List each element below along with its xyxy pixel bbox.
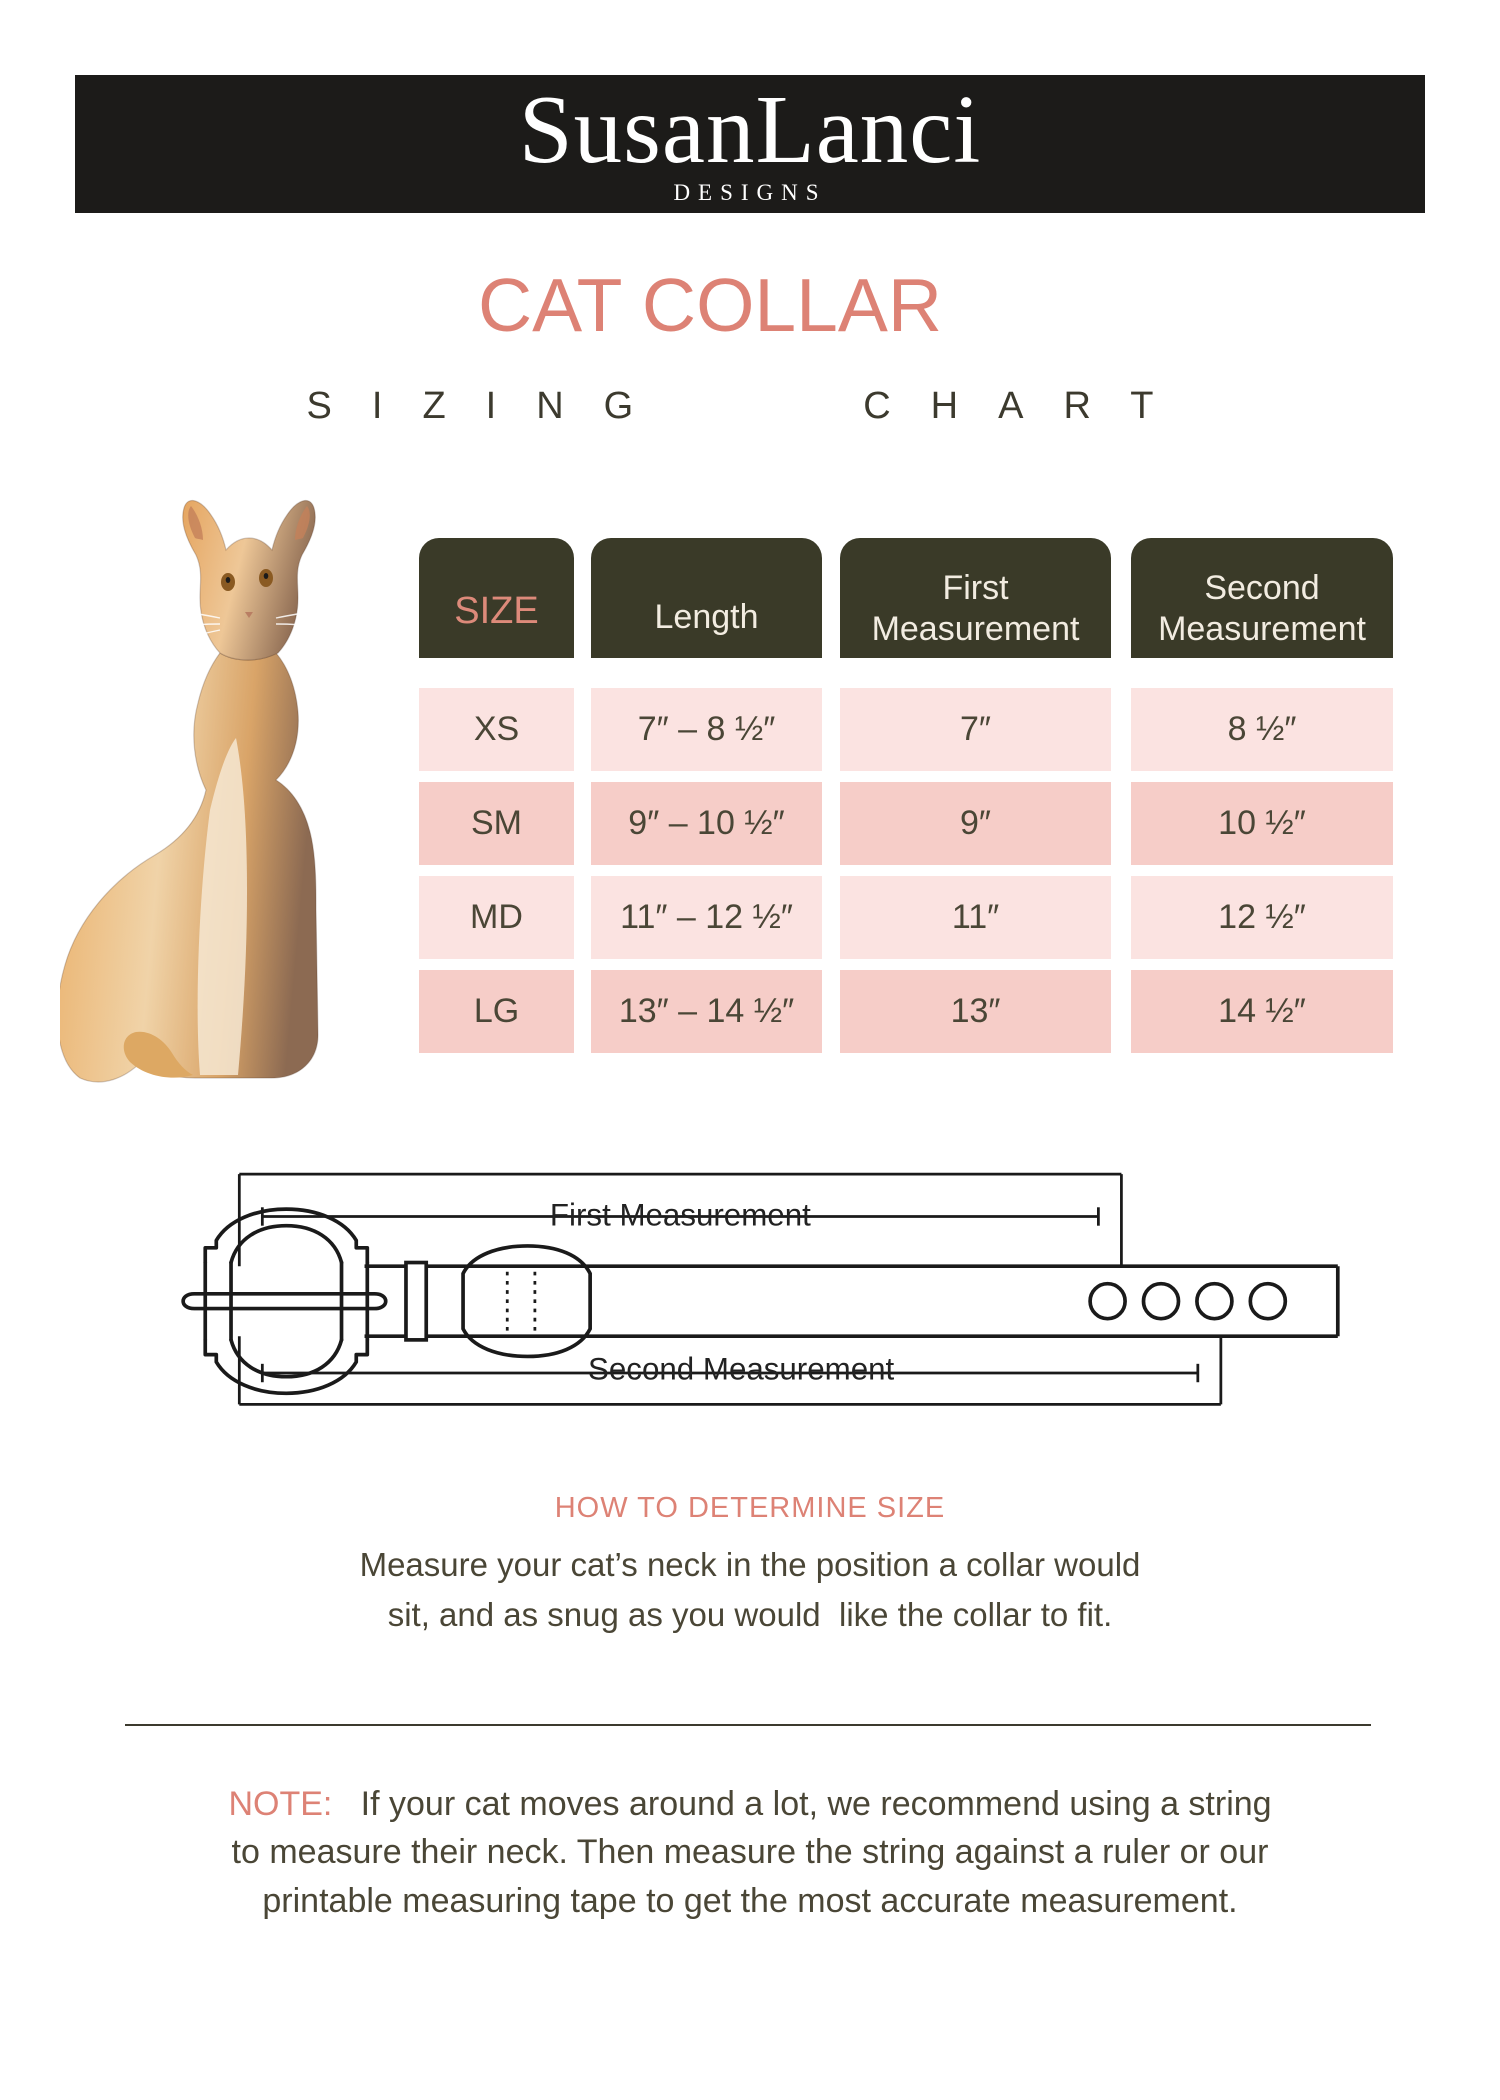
svg-text:First Measurement: First Measurement	[550, 1198, 811, 1233]
svg-text:Second Measurement: Second Measurement	[588, 1351, 894, 1386]
